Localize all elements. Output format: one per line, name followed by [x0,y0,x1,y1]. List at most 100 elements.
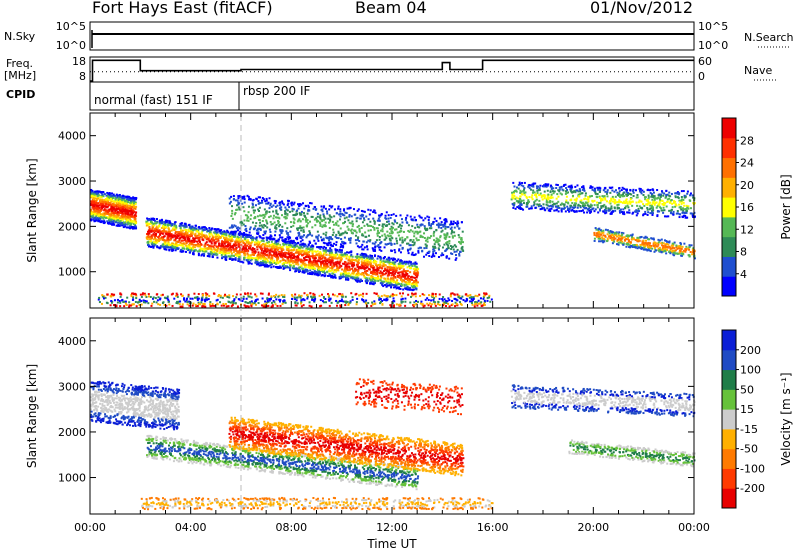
power-echo [325,231,328,234]
power-echo [407,252,410,255]
power-echo [411,278,414,281]
power-echo [133,226,136,229]
power-echo [408,283,411,286]
power-echo [318,260,321,263]
power-echo [368,258,371,261]
power-echo [335,222,338,225]
power-echo [217,239,220,242]
power-echo [269,230,272,233]
power-echo [314,272,317,275]
power-echo [167,223,170,226]
power-echo [305,217,308,220]
power-echo [238,256,241,259]
power-echo [416,274,419,277]
power-echo [342,273,345,276]
power-echo [367,239,370,242]
power-echo [334,261,337,264]
power-echo [98,209,101,212]
power-echo [104,205,107,208]
power-echo [275,265,278,268]
power-echo [279,236,282,239]
power-echo [110,207,113,210]
power-echo [198,239,201,242]
power-echo [404,237,407,240]
power-echo [311,250,314,253]
power-echo [131,221,134,224]
power-echo [330,255,333,258]
power-echo [290,256,293,259]
power-echo [115,207,118,210]
power-echo [340,256,343,259]
power-echo [369,209,372,212]
power-echo [361,256,364,259]
power-echo [323,262,326,265]
power-echo [336,249,339,252]
power-echo [411,230,414,233]
power-echo [130,215,133,218]
power-echo [271,238,274,241]
power-echo [208,255,211,258]
power-echo [248,256,251,259]
power-echo [95,197,98,200]
power-echo [275,243,278,246]
power-echo [104,198,107,201]
power-echo [399,244,402,247]
power-echo [275,241,278,244]
power-echo [383,280,386,283]
power-echo [265,212,268,215]
power-echo [443,234,446,237]
power-echo [249,234,252,237]
power-echo [267,245,270,248]
power-echo [316,236,319,239]
power-echo [277,252,280,255]
power-echo [346,251,349,254]
power-echo [361,221,364,224]
power-echo [335,268,338,271]
power-echo [270,250,273,253]
power-echo [163,228,166,231]
power-echo [272,217,275,220]
power-echo [443,243,446,246]
power-echo [401,265,404,268]
power-echo [344,211,347,214]
power-echo [287,199,290,202]
power-echo [175,226,178,229]
power-echo [131,227,134,230]
power-echo [211,234,214,237]
power-echo [181,242,184,245]
power-echo [413,241,416,244]
power-echo [238,252,241,255]
power-echo [393,263,396,266]
power-echo [337,232,340,235]
power-echo [294,246,297,249]
power-echo [116,224,119,227]
power-echo [196,234,199,237]
power-echo [407,242,410,245]
power-echo [401,273,404,276]
power-echo [239,254,242,257]
power-echo [166,242,169,245]
power-echo [460,221,463,224]
power-echo [306,212,309,215]
power-echo [343,236,346,239]
power-echo [440,223,443,226]
power-echo [115,193,118,196]
power-echo [257,240,260,243]
power-echo [302,202,305,205]
power-echo [263,224,266,227]
power-echo [400,282,403,285]
power-echo [233,244,236,247]
power-echo [297,246,300,249]
power-echo [365,262,368,265]
power-echo [294,244,297,247]
power-echo [343,270,346,273]
power-echo [311,234,314,237]
power-echo [152,218,155,221]
power-echo [349,229,352,232]
power-echo [333,273,336,276]
power-echo [160,237,163,240]
power-echo [107,209,110,212]
power-echo [227,252,230,255]
power-echo [259,255,262,258]
power-echo [314,250,317,253]
